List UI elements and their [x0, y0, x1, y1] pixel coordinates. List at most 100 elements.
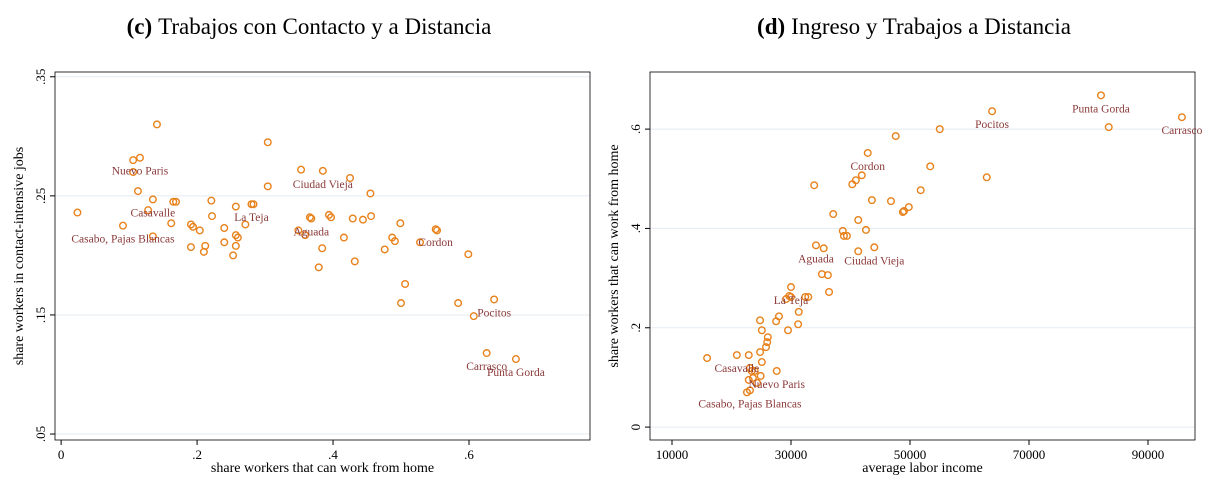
x-tick-label: .6 [464, 447, 474, 462]
chart-panel: (c) Trabajos con Contacto y a Distancia .0… [12, 14, 591, 476]
point [916, 186, 925, 195]
point [148, 232, 157, 241]
y-tick-label: 0 [628, 424, 643, 431]
point [207, 196, 216, 205]
point [744, 375, 753, 384]
point [772, 366, 781, 375]
point [326, 213, 335, 222]
point [195, 226, 204, 235]
y-tick-label: .2 [628, 323, 643, 333]
y-tick-label: .4 [628, 223, 643, 233]
title-text: Ingreso y Trabajos a Distancia [791, 14, 1071, 39]
point [763, 333, 772, 342]
point-label: Carrasco [1161, 125, 1202, 137]
point-label: Nuevo Paris [112, 166, 169, 178]
point [870, 243, 879, 252]
point [804, 292, 813, 301]
point [118, 221, 127, 230]
point [900, 207, 909, 216]
point [396, 219, 405, 228]
point [416, 238, 425, 247]
point [801, 292, 810, 301]
point [703, 354, 712, 363]
point [763, 338, 772, 347]
point [756, 316, 765, 325]
point [324, 210, 333, 219]
point [263, 138, 272, 147]
point [904, 203, 913, 212]
point [186, 243, 195, 252]
point [926, 162, 935, 171]
point [867, 196, 876, 205]
point [838, 226, 847, 235]
point [839, 231, 848, 240]
point [199, 247, 208, 256]
point-label: Punta Gorda [1072, 103, 1130, 115]
point-label: Cordon [418, 237, 453, 249]
point [339, 233, 348, 242]
point [263, 182, 272, 191]
point [294, 226, 303, 235]
point [318, 244, 327, 253]
chart-title: (c) Trabajos con Contacto y a Distancia [127, 14, 492, 39]
point [782, 294, 791, 303]
x-tick-label: 0 [58, 447, 65, 462]
point [231, 202, 240, 211]
point [233, 233, 242, 242]
point [433, 226, 442, 235]
point [220, 224, 229, 233]
point [454, 299, 463, 308]
y-tick-label: .35 [33, 69, 48, 85]
point [1096, 91, 1105, 100]
point-label: La Teja [234, 212, 268, 224]
point [898, 208, 907, 217]
point [935, 125, 944, 134]
point [988, 107, 997, 116]
point [307, 214, 316, 223]
point-label: La Teja [774, 295, 808, 307]
point [482, 349, 491, 358]
point [152, 120, 161, 129]
point [144, 206, 153, 215]
point [854, 215, 863, 224]
point [786, 283, 795, 292]
point [464, 250, 473, 259]
point [397, 299, 406, 308]
point [811, 241, 820, 250]
y-axis-title: share workers that can work from home [607, 144, 622, 367]
point [891, 132, 900, 141]
point [753, 378, 762, 387]
point [297, 165, 306, 174]
point-label: Casavalle [131, 207, 176, 219]
point [886, 197, 895, 206]
x-tick-label: 90000 [1132, 447, 1165, 462]
plot-frame [649, 71, 1196, 441]
point [305, 213, 314, 222]
point [133, 187, 142, 196]
point [1177, 113, 1186, 122]
point [346, 173, 355, 182]
plot-frame [54, 71, 591, 441]
point [742, 388, 751, 397]
point-label: Aguada [293, 226, 329, 238]
point [784, 326, 793, 335]
x-tick-label: 50000 [894, 447, 927, 462]
point-label: Casavalle [715, 363, 760, 375]
x-tick-label: 30000 [775, 447, 808, 462]
point [490, 295, 499, 304]
point [772, 317, 781, 326]
point-label: Nuevo Paris [748, 379, 805, 391]
point [794, 307, 803, 316]
point [810, 181, 819, 190]
point [786, 292, 795, 301]
point [231, 241, 240, 250]
point [301, 231, 310, 240]
point [756, 348, 765, 357]
y-tick-label: .05 [33, 426, 48, 442]
point-label: Casabo, Pajas Blancas [71, 234, 175, 246]
point [982, 173, 991, 182]
point [314, 263, 323, 272]
point [348, 214, 357, 223]
point [231, 231, 240, 240]
